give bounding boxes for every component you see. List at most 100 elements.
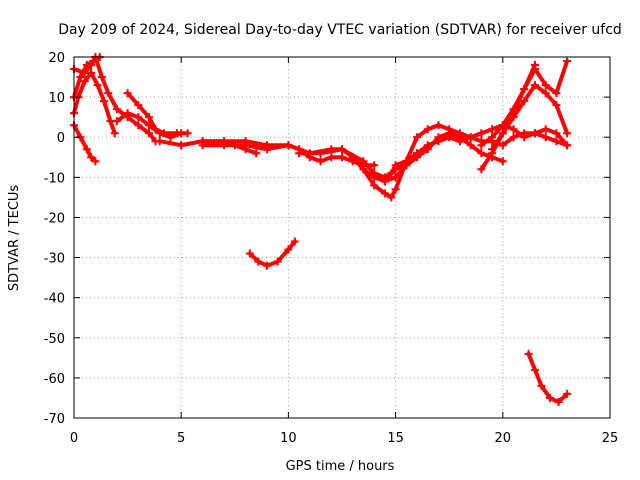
data-point	[290, 237, 299, 246]
data-point	[563, 389, 572, 398]
data-point	[434, 121, 443, 130]
y-tick-label: -70	[44, 412, 65, 427]
data-point	[380, 173, 389, 182]
data-point	[91, 157, 100, 166]
x-tick-label: 25	[602, 431, 619, 446]
data-point	[509, 125, 518, 134]
data-point	[155, 137, 164, 146]
data-point	[391, 165, 400, 174]
data-point	[198, 141, 207, 150]
y-tick-label: 20	[48, 51, 65, 66]
series-line-s2	[72, 71, 117, 136]
data-point	[552, 101, 561, 110]
data-point	[370, 181, 379, 190]
data-point	[327, 153, 336, 162]
y-tick-label: -10	[44, 171, 65, 186]
data-point	[82, 145, 91, 154]
data-point	[100, 97, 109, 106]
data-point	[423, 125, 432, 134]
data-point	[541, 125, 550, 134]
data-point	[387, 193, 396, 202]
data-point	[455, 133, 464, 142]
data-point	[477, 141, 486, 150]
series-line-s11	[361, 123, 570, 200]
data-point	[220, 141, 229, 150]
data-point	[391, 173, 400, 182]
data-point	[316, 149, 325, 158]
data-point	[552, 129, 561, 138]
data-point	[541, 89, 550, 98]
series-group	[70, 53, 572, 406]
data-point	[89, 57, 98, 66]
data-point	[552, 137, 561, 146]
data-point	[563, 129, 572, 138]
data-point	[563, 57, 572, 66]
data-point	[380, 189, 389, 198]
data-point	[166, 133, 175, 142]
x-tick-label: 0	[70, 431, 78, 446]
data-point	[112, 117, 121, 126]
data-point	[370, 169, 379, 178]
data-point	[295, 149, 304, 158]
data-point	[488, 145, 497, 154]
data-point	[545, 393, 554, 402]
data-point	[520, 97, 529, 106]
x-axis-label: GPS time / hours	[286, 459, 395, 474]
chart-title: Day 209 of 2024, Sidereal Day-to-day VTE…	[58, 22, 622, 38]
data-point	[541, 81, 550, 90]
data-point	[477, 149, 486, 158]
data-point	[177, 129, 186, 138]
data-point	[123, 109, 132, 118]
data-point	[359, 157, 368, 166]
data-point	[541, 133, 550, 142]
data-point	[262, 145, 271, 154]
data-point	[93, 81, 102, 90]
x-tick-label: 5	[177, 431, 185, 446]
data-point	[554, 397, 563, 406]
data-point	[530, 365, 539, 374]
data-point	[434, 133, 443, 142]
data-point	[391, 185, 400, 194]
data-point	[134, 113, 143, 122]
data-point	[338, 153, 346, 162]
data-point	[530, 81, 539, 90]
axes: 0 5 10 15 20 25 -70 -60 -50 -40 -30 -20 -10 0 10 20	[44, 51, 619, 446]
data-point	[82, 61, 91, 70]
grid-lines	[74, 57, 610, 418]
data-point	[155, 129, 164, 138]
data-point	[177, 141, 186, 150]
data-point	[254, 257, 263, 266]
data-point	[273, 257, 282, 266]
data-point	[112, 105, 121, 114]
data-point	[87, 153, 96, 162]
data-point	[520, 133, 529, 142]
data-point	[445, 129, 454, 138]
data-point	[477, 165, 486, 174]
data-point	[97, 73, 106, 82]
data-point	[488, 125, 497, 134]
data-point	[110, 129, 119, 138]
data-point	[402, 161, 411, 170]
series-line-s5	[125, 91, 190, 136]
data-point	[413, 133, 422, 142]
series-line-s18	[526, 351, 570, 404]
data-point	[145, 129, 154, 138]
data-point	[284, 245, 293, 254]
data-point	[134, 121, 143, 130]
data-point	[80, 77, 89, 86]
data-point	[316, 157, 325, 166]
data-point	[509, 109, 518, 118]
data-point	[498, 129, 507, 138]
data-point	[284, 141, 293, 150]
data-point	[563, 141, 572, 150]
data-point	[370, 161, 379, 170]
data-point	[245, 249, 254, 258]
data-point	[241, 141, 250, 150]
data-point	[413, 153, 422, 162]
y-tick-label: -60	[44, 372, 65, 387]
series-line-s1	[72, 123, 98, 164]
data-point	[338, 145, 346, 154]
plot-frame	[73, 56, 611, 419]
data-point	[423, 145, 432, 154]
